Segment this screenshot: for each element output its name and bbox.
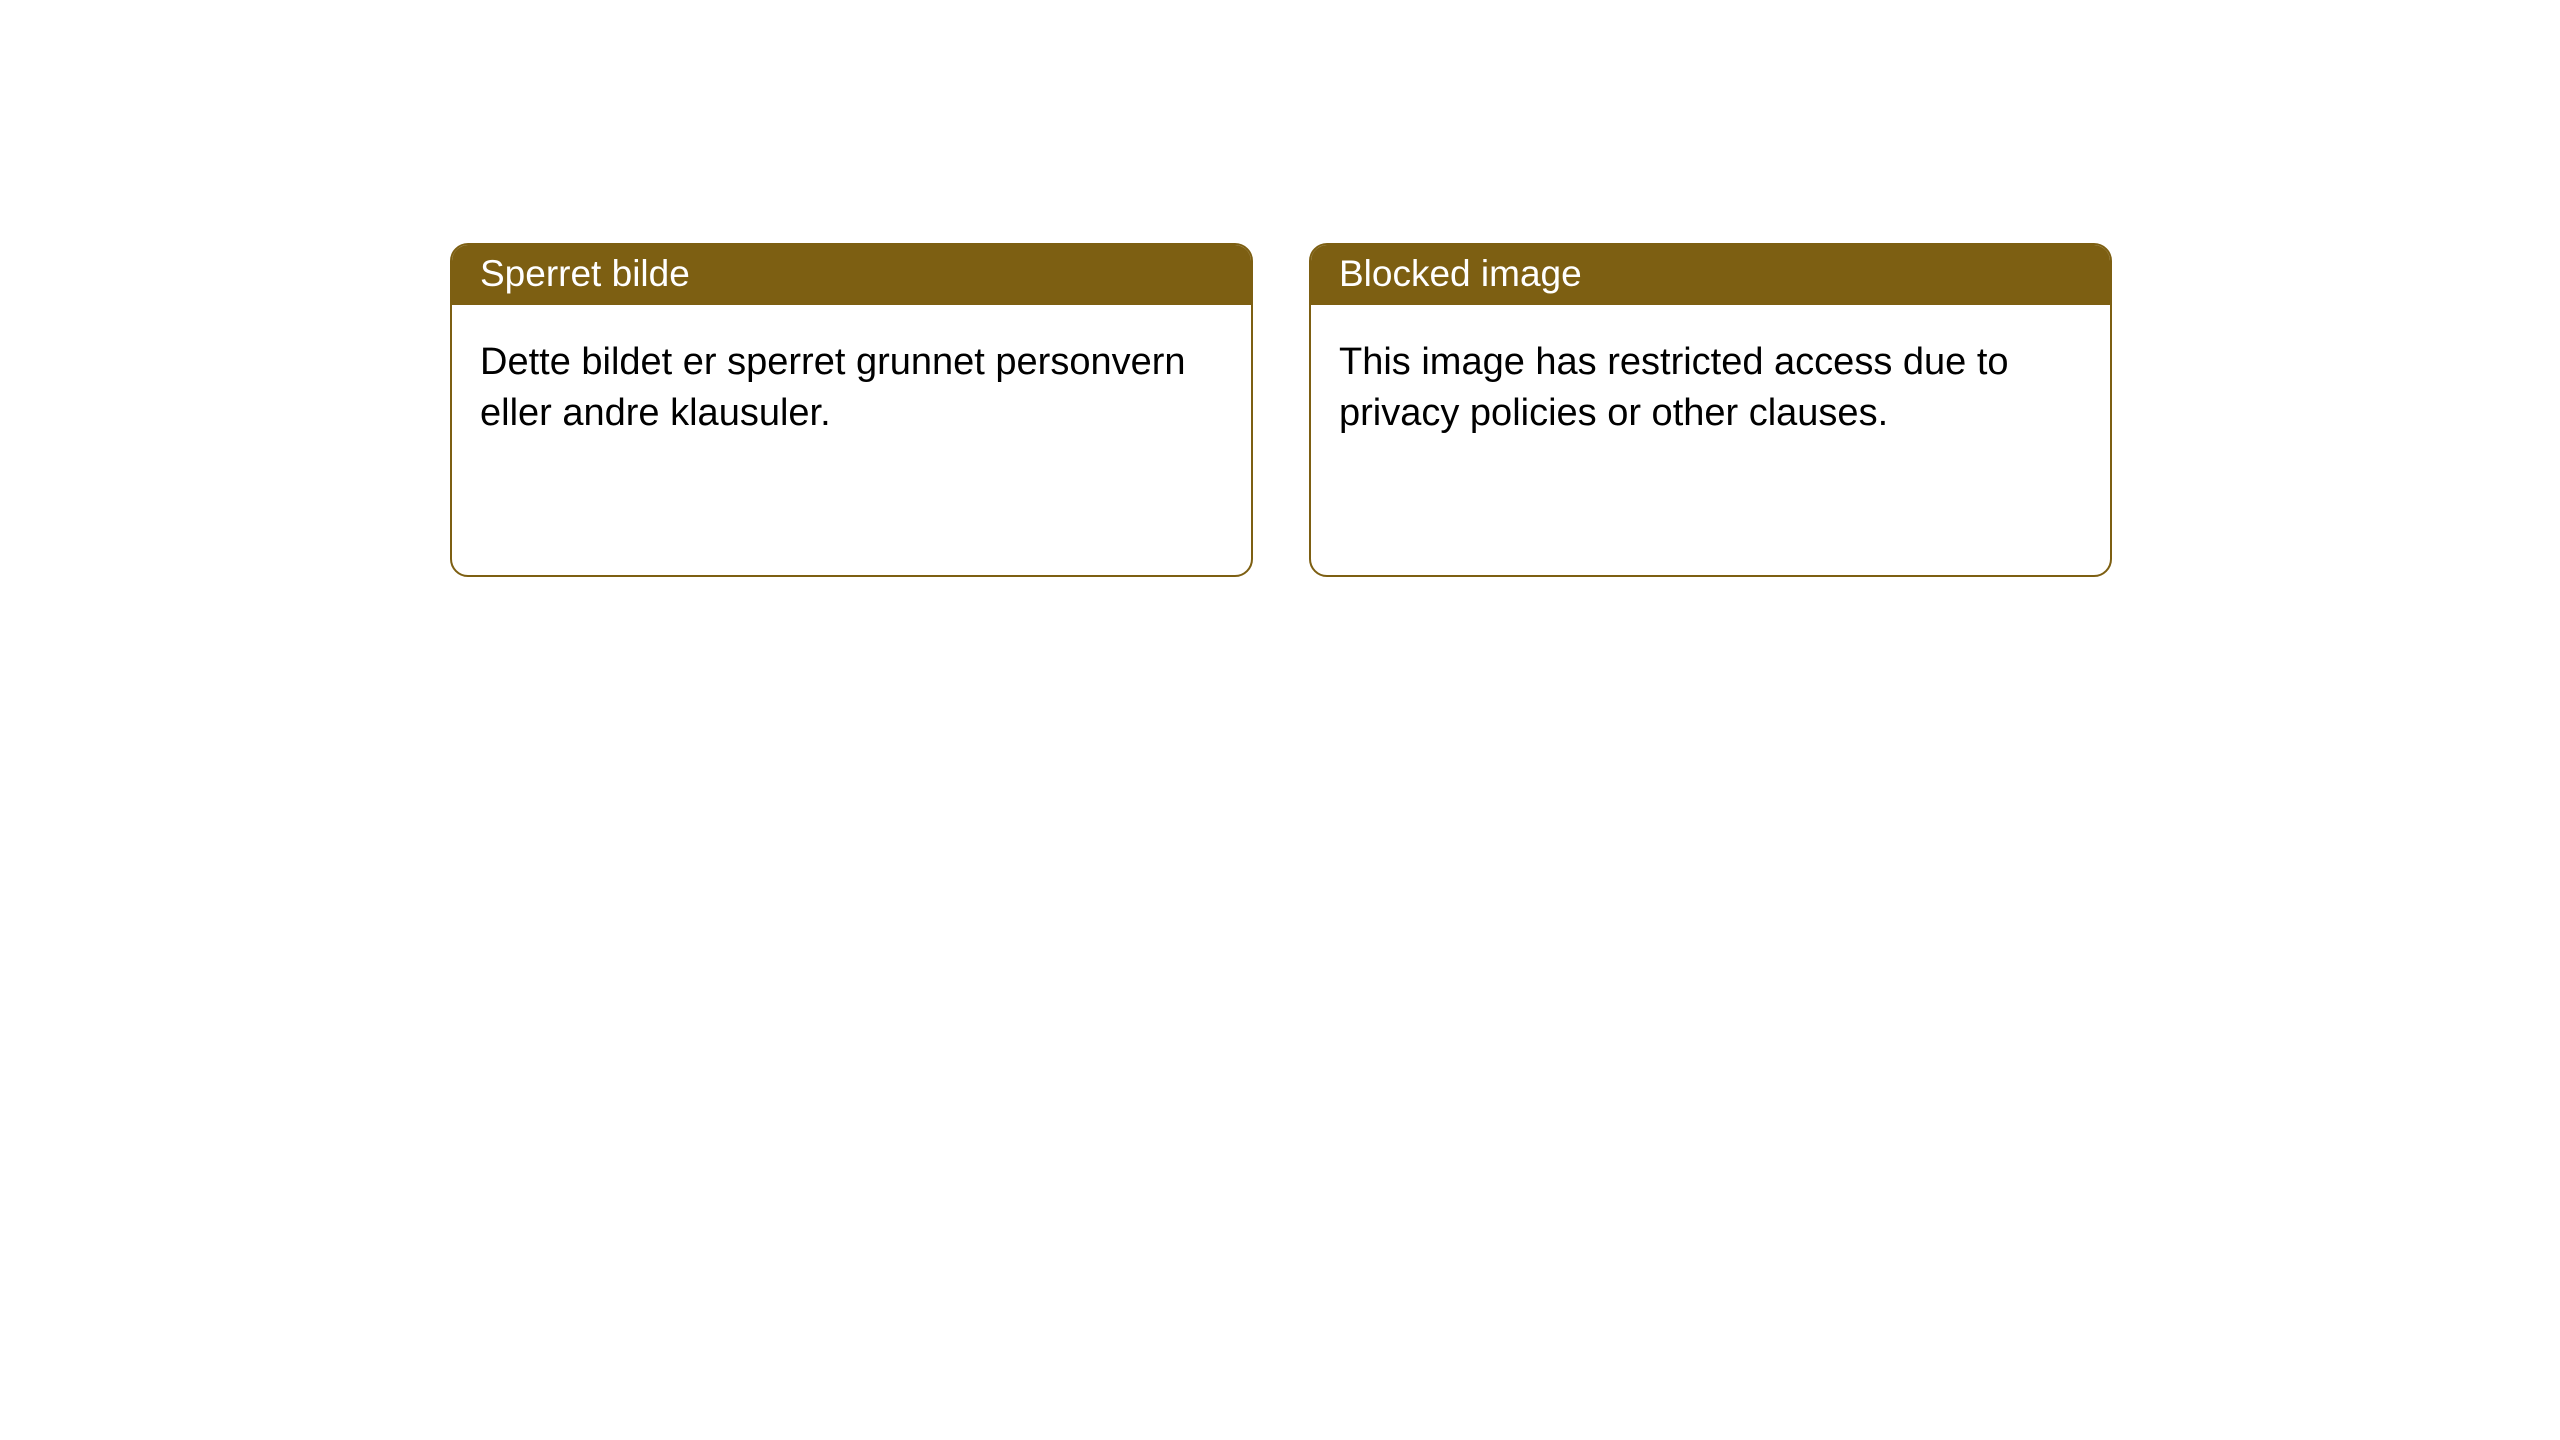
notice-card-title: Sperret bilde bbox=[452, 245, 1251, 305]
notice-card-english: Blocked image This image has restricted … bbox=[1309, 243, 2112, 577]
notice-cards-container: Sperret bilde Dette bildet er sperret gr… bbox=[450, 243, 2560, 577]
notice-card-title: Blocked image bbox=[1311, 245, 2110, 305]
notice-card-body: Dette bildet er sperret grunnet personve… bbox=[452, 305, 1251, 472]
notice-card-norwegian: Sperret bilde Dette bildet er sperret gr… bbox=[450, 243, 1253, 577]
notice-card-body: This image has restricted access due to … bbox=[1311, 305, 2110, 472]
